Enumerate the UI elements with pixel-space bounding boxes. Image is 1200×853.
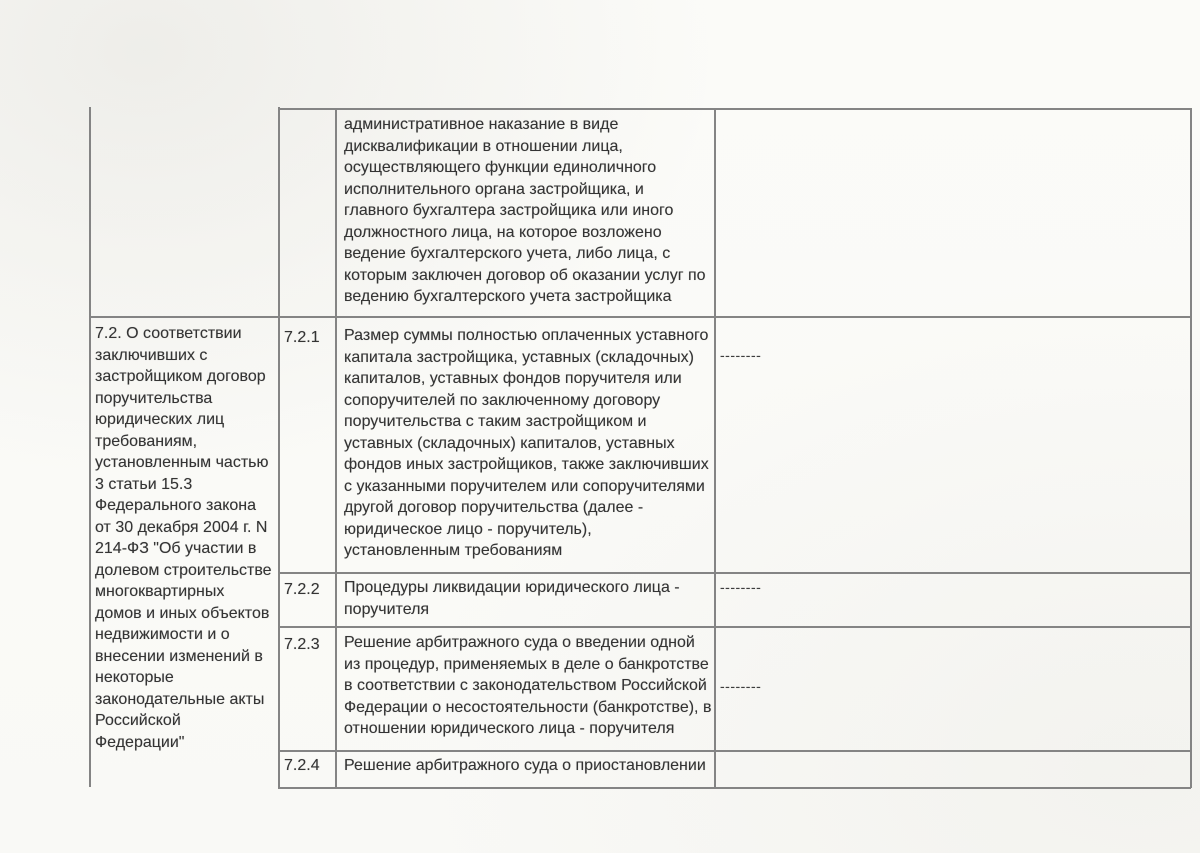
table-border-bottom [278, 787, 1191, 789]
row-number: 7.2.2 [284, 581, 320, 598]
table-border-right [1190, 108, 1192, 788]
table-row-separator-section [89, 316, 1191, 318]
row-description: Процедуры ликвидации юридического лица -… [344, 579, 680, 618]
table-border-col2-right [335, 108, 337, 788]
table-border-col3-right [714, 108, 716, 788]
table-border-col1-right [278, 107, 280, 788]
row-description: Решение арбитражного суда о введении одн… [344, 634, 712, 737]
table-row-separator-721-722 [278, 572, 1191, 574]
continuation-description: административное наказание в виде дисква… [344, 116, 706, 305]
row-value: -------- [720, 347, 762, 363]
table-row-separator-723-724 [278, 750, 1191, 752]
row-description: Решение арбитражного суда о приостановле… [344, 757, 706, 774]
row-number: 7.2.4 [284, 757, 320, 774]
section-7-2-label: 7.2. О соответствии заключивших с застро… [95, 325, 272, 751]
row-description: Размер суммы полностью оплаченных уставн… [344, 327, 709, 559]
table-row-separator-722-723 [278, 626, 1191, 628]
row-number: 7.2.3 [284, 636, 320, 653]
row-value: -------- [720, 579, 762, 595]
row-number: 7.2.1 [284, 329, 320, 346]
table-border-left [89, 107, 91, 787]
row-value: -------- [720, 678, 762, 694]
table-border-top [278, 108, 1191, 110]
